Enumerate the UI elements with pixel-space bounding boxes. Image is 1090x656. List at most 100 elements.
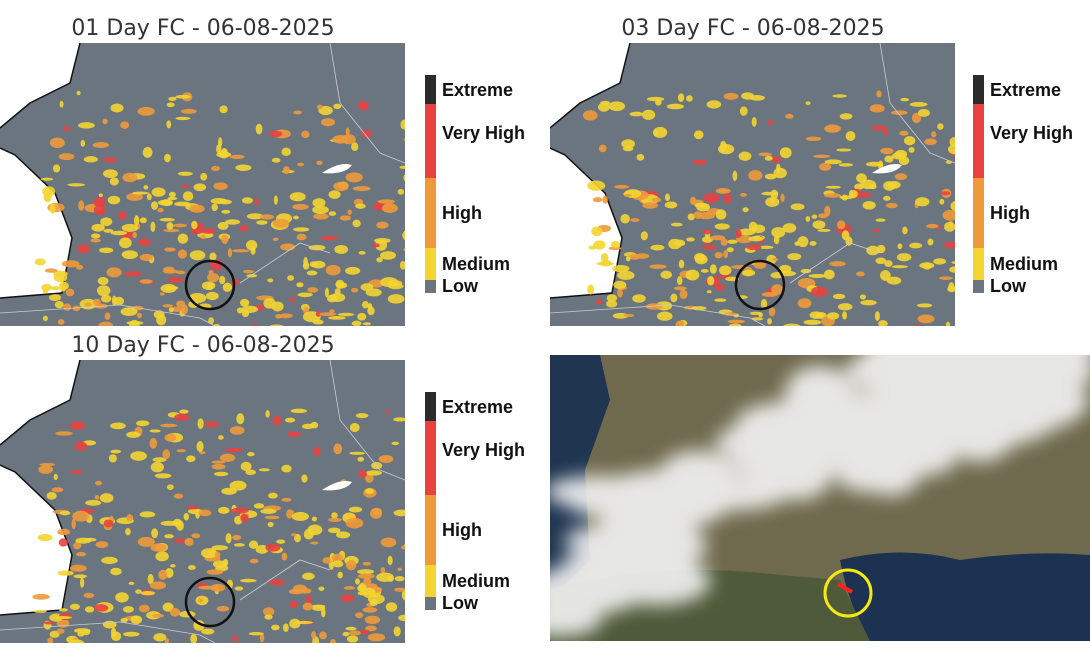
risk-patch [93,204,107,216]
risk-patch [272,218,290,228]
legend-label: Very High [442,123,525,143]
risk-patch [617,270,635,280]
risk-patch [922,262,932,270]
risk-patch [718,189,729,193]
risk-patch [61,260,80,268]
risk-patch [57,528,71,536]
risk-patch [138,238,151,247]
risk-patch [908,147,915,153]
risk-patch [72,510,90,522]
risk-patch [132,231,137,239]
risk-patch [38,465,53,474]
risk-patch [55,431,73,436]
risk-patch [400,545,405,550]
risk-patch [130,451,147,461]
risk-patch [138,604,150,613]
risk-patch [398,614,405,622]
risk-patch [207,283,214,290]
risk-patch [189,204,205,213]
risk-patch [355,413,369,419]
risk-patch [164,285,179,290]
risk-patch [168,191,176,198]
risk-patch [656,311,673,321]
risk-patch [325,264,341,276]
risk-patch [351,142,359,152]
risk-patch [326,294,338,303]
risk-patch [939,276,953,280]
risk-patch [380,251,397,260]
risk-patch [899,130,909,136]
risk-patch [903,135,916,146]
risk-patch [209,252,217,262]
risk-patch [126,431,141,438]
risk-patch [189,250,206,261]
risk-patch [751,317,764,321]
risk-patch [289,600,299,609]
risk-patch [832,94,847,98]
risk-patch [286,431,301,438]
risk-patch [620,214,630,224]
risk-patch [686,237,695,242]
risk-patch [57,570,74,576]
lake [322,481,352,491]
risk-patch [136,312,142,319]
risk-patch [884,260,893,268]
risk-patch [104,312,111,320]
risk-patch [883,128,889,136]
risk-patch [403,138,405,142]
risk-patch [358,251,366,255]
legend-swatch [425,248,436,280]
risk-patch [723,193,732,204]
risk-patch [75,264,84,270]
risk-patch [593,240,606,250]
risk-patch [393,509,405,517]
cloud [836,463,913,493]
risk-patch [328,517,342,522]
risk-patch [177,249,188,259]
risk-patch [394,576,405,582]
risk-patch [324,287,330,298]
risk-patch [240,461,252,471]
risk-patch [135,589,142,594]
risk-patch [369,507,383,519]
cloud [1020,296,1090,348]
risk-patch [186,505,200,510]
risk-patch [58,608,69,612]
risk-patch [352,186,371,192]
legend-swatch [973,104,984,178]
risk-patch [951,261,955,264]
risk-patch [391,441,400,446]
risk-patch [726,247,734,253]
risk-patch [288,588,304,595]
risk-patch [751,116,757,127]
risk-patch [281,464,292,473]
risk-patch [256,220,268,225]
risk-patch [98,193,103,198]
land [0,360,405,643]
risk-patch [42,186,56,197]
risk-patch [629,111,644,117]
risk-patch [875,257,887,265]
risk-patch [85,499,102,506]
risk-patch [200,172,208,181]
risk-patch [678,259,685,269]
risk-patch [399,165,405,169]
risk-patch [53,272,68,283]
risk-patch [924,138,937,146]
risk-patch [315,311,322,317]
risk-patch [778,264,792,274]
risk-patch [608,246,622,251]
risk-patch [59,285,67,292]
risk-patch [205,291,219,301]
fire-risk-map [550,43,955,326]
risk-patch [108,454,117,463]
risk-patch [269,579,285,586]
risk-patch [168,96,177,101]
risk-patch [71,518,76,530]
risk-patch [302,602,314,611]
legend-swatch [425,597,436,610]
risk-patch [646,96,665,102]
risk-patch [213,182,228,191]
risk-patch [47,637,54,643]
risk-patch [600,253,609,262]
